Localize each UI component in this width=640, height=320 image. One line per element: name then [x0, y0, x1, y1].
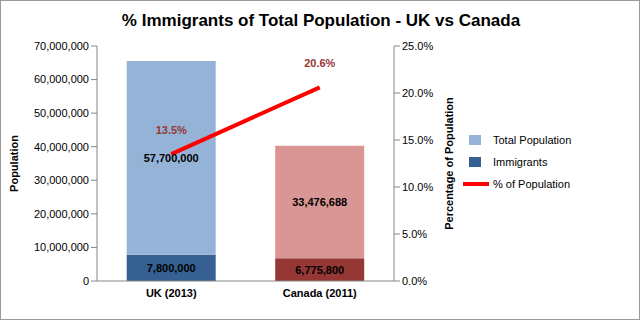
svg-text:33,476,688: 33,476,688	[292, 196, 347, 208]
html-text:Immigrants: Immigrants	[493, 156, 548, 168]
svg-text:60,000,000: 60,000,000	[34, 73, 89, 85]
svg-text:UK (2013): UK (2013)	[146, 287, 197, 299]
svg-text:15.0%: 15.0%	[402, 134, 433, 146]
svg-text:13.5%: 13.5%	[156, 124, 187, 136]
svg-text:20,000,000: 20,000,000	[34, 208, 89, 220]
svg-text:Canada (2011): Canada (2011)	[283, 287, 357, 299]
svg-text:Population: Population	[8, 135, 20, 192]
svg-text:20.6%: 20.6%	[304, 57, 335, 69]
svg-text:70,000,000: 70,000,000	[34, 40, 89, 52]
svg-text:10,000,000: 10,000,000	[34, 241, 89, 253]
svg-text:Percentage of Population: Percentage of Population	[443, 97, 455, 230]
html-text:Total Population: Total Population	[493, 134, 572, 146]
svg-text:50,000,000: 50,000,000	[34, 107, 89, 119]
svg-text:5.0%: 5.0%	[402, 228, 427, 240]
html-text:% of Population: % of Population	[493, 178, 571, 190]
svg-text:6,775,800: 6,775,800	[295, 264, 344, 276]
svg-text:7,800,000: 7,800,000	[147, 262, 196, 274]
svg-text:57,700,000: 57,700,000	[144, 152, 199, 164]
svg-text:0.0%: 0.0%	[402, 275, 427, 287]
svg-text:40,000,000: 40,000,000	[34, 141, 89, 153]
html-text:% Immigrants of Total Populati: % Immigrants of Total Population - UK vs…	[121, 11, 521, 30]
svg-text:30,000,000: 30,000,000	[34, 174, 89, 186]
svg-text:0: 0	[83, 275, 89, 287]
svg-text:10.0%: 10.0%	[402, 181, 433, 193]
svg-text:20.0%: 20.0%	[402, 87, 433, 99]
svg-text:25.0%: 25.0%	[402, 40, 433, 52]
